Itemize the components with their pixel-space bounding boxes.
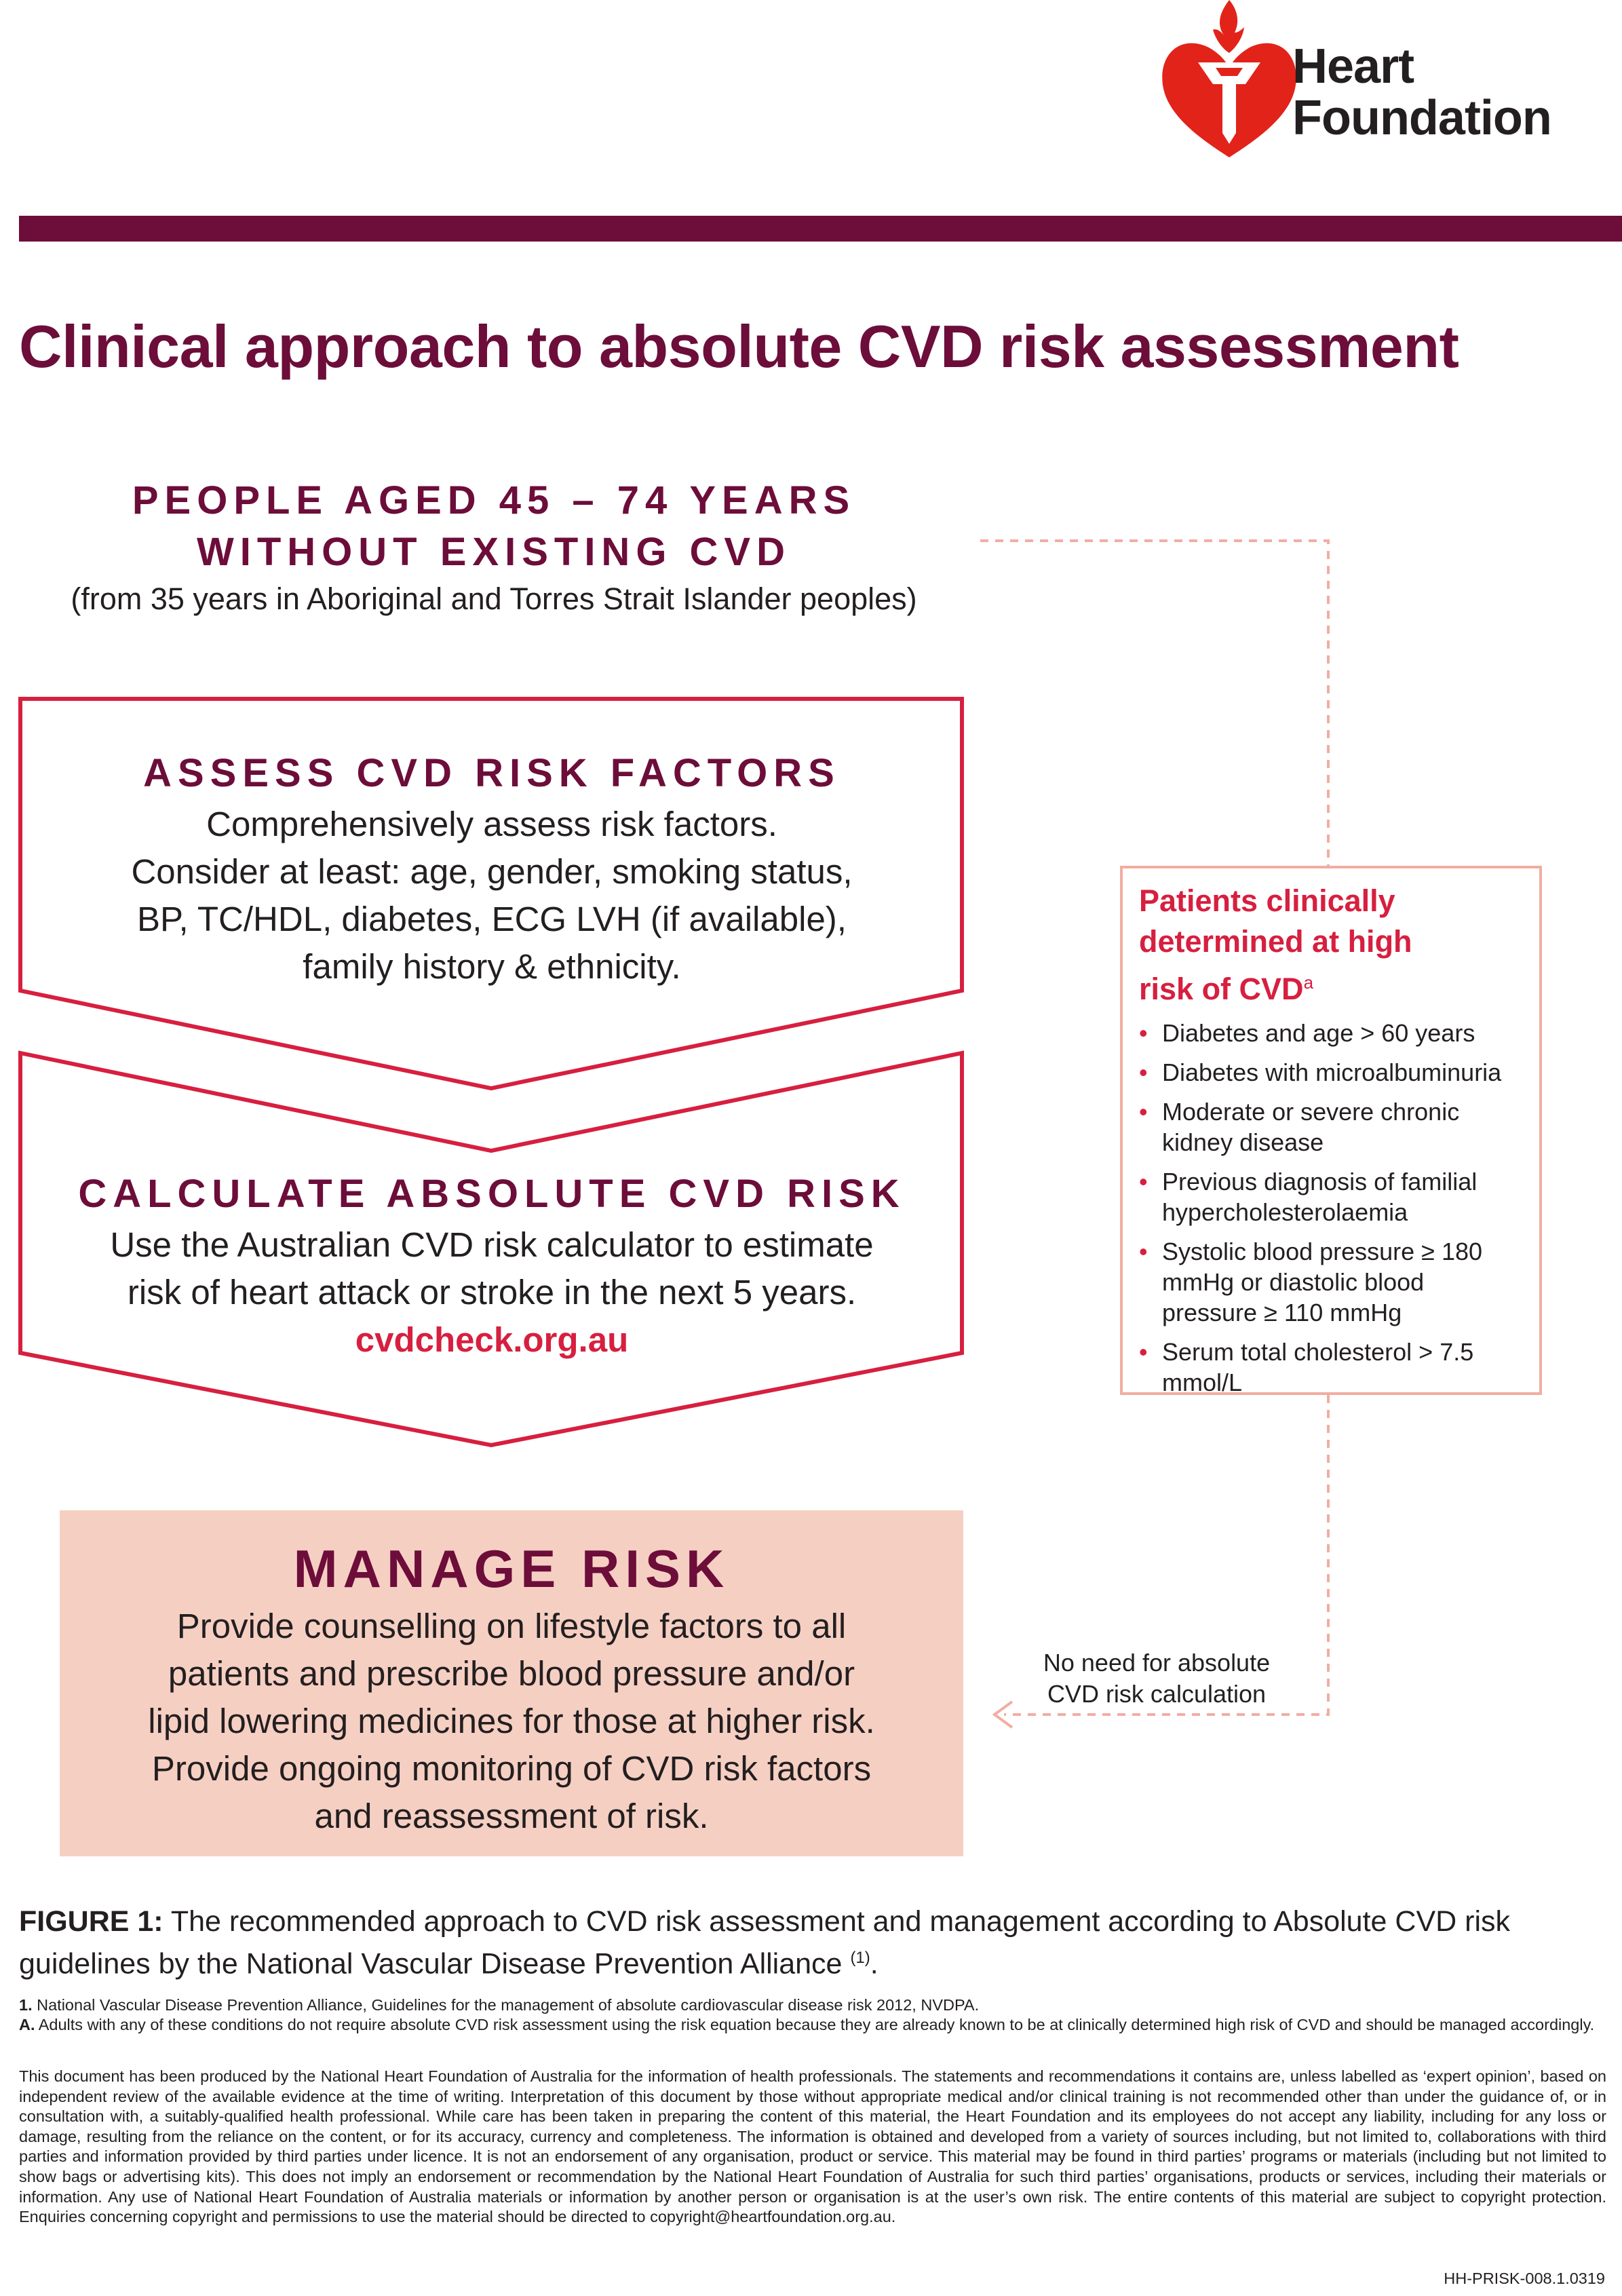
figure-end: . [870, 1947, 878, 1981]
assess-text-line: Consider at least: age, gender, smoking … [131, 852, 853, 891]
no-need-label: No need for absolute CVD risk calculatio… [997, 1647, 1316, 1710]
logo-wordmark: Heart Foundation [1292, 39, 1552, 145]
calculate-text-line: risk of heart attack or stroke in the ne… [127, 1273, 857, 1312]
high-risk-title-line: determined at high [1139, 924, 1412, 959]
assess-step: ASSESS CVD RISK FACTORS Comprehensively … [41, 746, 943, 991]
population-line-2: WITHOUT EXISTING CVD [197, 530, 791, 574]
calculate-title: CALCULATE ABSOLUTE CVD RISK [78, 1172, 906, 1216]
figure-label: FIGURE 1: [19, 1905, 163, 1938]
references: 1. National Vascular Disease Prevention … [19, 1995, 1606, 2035]
bypass-dashed-connector [980, 539, 1330, 1716]
arrow-left-icon [992, 1700, 1013, 1729]
calculate-text-line: Use the Australian CVD risk calculator t… [110, 1225, 874, 1264]
manage-text-line: lipid lowering medicines for those at hi… [148, 1702, 875, 1740]
high-risk-title-line: Patients clinically [1139, 883, 1395, 918]
logo-line-2: Foundation [1292, 91, 1552, 145]
no-need-line: No need for absolute [1043, 1649, 1271, 1677]
population-subtext: (from 35 years in Aboriginal and Torres … [71, 581, 917, 616]
figure-text: The recommended approach to CVD risk ass… [19, 1905, 1510, 1981]
high-risk-title: Patients clinically determined at high r… [1139, 881, 1524, 1010]
reference-text: Adults with any of these conditions do n… [38, 2016, 1595, 2033]
population-line-1: PEOPLE AGED 45 – 74 YEARS [132, 478, 856, 522]
calculate-chevron-shape [18, 1050, 964, 1448]
assess-chevron-shape [18, 697, 964, 1091]
reference-item: 1. National Vascular Disease Prevention … [19, 1995, 1606, 2015]
manage-text-line: Provide ongoing monitoring of CVD risk f… [151, 1749, 872, 1788]
manage-risk-box: MANAGE RISK Provide counselling on lifes… [60, 1510, 963, 1856]
high-risk-item: Serum total cholesterol > 7.5 mmol/L [1139, 1337, 1524, 1398]
document-code: HH-PRISK-008.1.0319 [1444, 2270, 1605, 2287]
logo-line-1: Heart [1292, 39, 1414, 94]
assess-text-line: Comprehensively assess risk factors. [206, 805, 777, 843]
high-risk-box: Patients clinically determined at high r… [1120, 866, 1542, 1398]
page-title: Clinical approach to absolute CVD risk a… [19, 313, 1459, 380]
population-heading: PEOPLE AGED 45 – 74 YEARS WITHOUT EXISTI… [19, 475, 969, 620]
assess-text-line: family history & ethnicity. [303, 947, 681, 986]
manage-body: Provide counselling on lifestyle factors… [60, 1603, 963, 1840]
cvdcheck-link[interactable]: cvdcheck.org.au [355, 1320, 629, 1359]
assess-title: ASSESS CVD RISK FACTORS [143, 751, 841, 795]
reference-text: National Vascular Disease Prevention All… [37, 1996, 980, 2014]
calculate-step: CALCULATE ABSOLUTE CVD RISK Use the Aust… [41, 1167, 943, 1364]
high-risk-item: Diabetes and age > 60 years [1139, 1018, 1524, 1048]
reference-label: 1. [19, 1996, 33, 2014]
manage-text-line: Provide counselling on lifestyle factors… [176, 1607, 847, 1645]
high-risk-item: Systolic blood pressure ≥ 180 mmHg or di… [1139, 1236, 1524, 1328]
reference-label: A. [19, 2016, 35, 2033]
high-risk-item: Previous diagnosis of familial hyperchol… [1139, 1166, 1524, 1227]
heart-foundation-logo [1162, 0, 1296, 157]
assess-text-line: BP, TC/HDL, diabetes, ECG LVH (if availa… [137, 900, 847, 938]
reference-item: A. Adults with any of these conditions d… [19, 2015, 1606, 2035]
manage-title: MANAGE RISK [293, 1539, 730, 1599]
heart-torch-icon [1162, 0, 1296, 157]
high-risk-title-last: risk of CVD [1139, 972, 1304, 1006]
high-risk-title-line: risk of CVDa [1139, 962, 1524, 1010]
figure-ref: (1) [850, 1949, 870, 1967]
high-risk-item: Moderate or severe chronic kidney diseas… [1139, 1096, 1524, 1157]
high-risk-list: Diabetes and age > 60 years Diabetes wit… [1139, 1018, 1524, 1398]
figure-caption: FIGURE 1: The recommended approach to CV… [19, 1903, 1600, 1982]
manage-text-line: and reassessment of risk. [314, 1797, 709, 1835]
footnote-marker-a: a [1303, 972, 1314, 993]
header-divider-bar [19, 216, 1622, 242]
disclaimer-text: This document has been produced by the N… [19, 2067, 1606, 2226]
manage-text-line: patients and prescribe blood pressure an… [168, 1654, 855, 1693]
high-risk-item: Diabetes with microalbuminuria [1139, 1057, 1524, 1088]
no-need-line: CVD risk calculation [1047, 1680, 1267, 1708]
